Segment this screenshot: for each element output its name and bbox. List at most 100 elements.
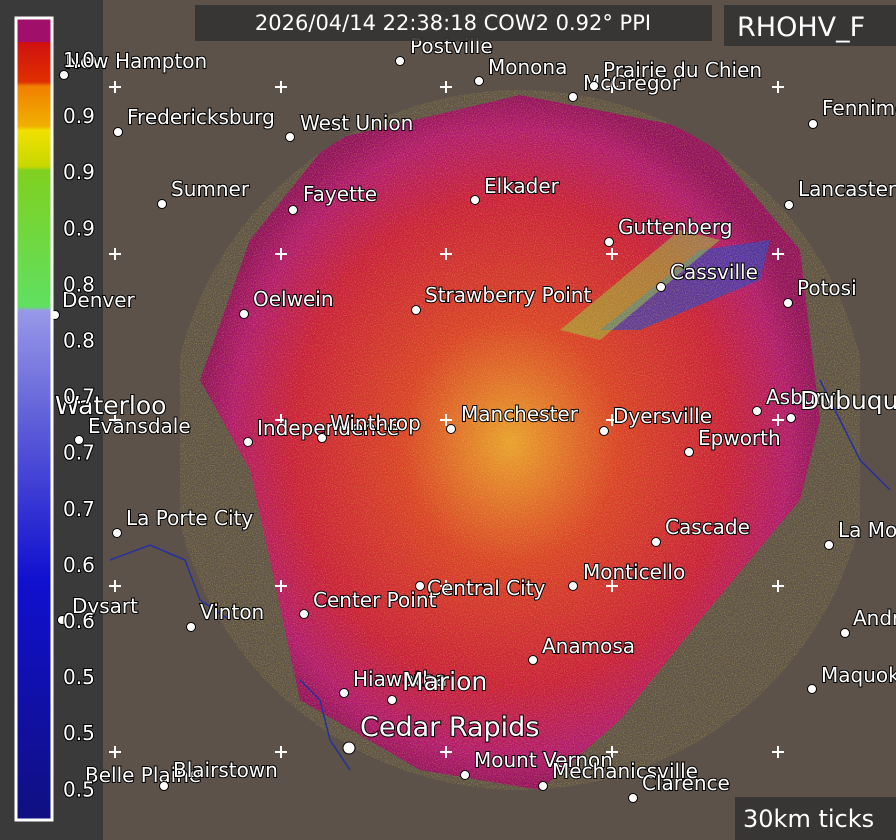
city-label: Fennimore [822, 96, 896, 120]
range-tick [606, 746, 618, 758]
colorbar-label: 0.7 [63, 385, 95, 409]
city-dot [74, 435, 84, 445]
city-dot [538, 781, 548, 791]
city-label: Fayette [303, 182, 377, 206]
city-label: Strawberry Point [425, 283, 591, 307]
city-dot [446, 424, 456, 434]
city-dot [784, 200, 794, 210]
city-dot [411, 305, 421, 315]
city-dot [808, 119, 818, 129]
city-label: Manchester [461, 402, 579, 426]
city-label: Dubuque [800, 386, 896, 415]
colorbar-label: 1.0 [63, 48, 95, 72]
colorbar-label: 0.5 [63, 721, 95, 745]
city-dot [470, 195, 480, 205]
city-label: Cascade [665, 515, 750, 539]
range-tick [440, 248, 452, 260]
range-tick [772, 580, 784, 592]
colorbar-label: 0.9 [63, 160, 95, 184]
rivers [109, 379, 891, 771]
range-tick [275, 746, 287, 758]
header-box [195, 5, 712, 41]
river [109, 544, 231, 621]
city-label: Anamosa [542, 634, 635, 658]
city-label: Monona [488, 55, 567, 79]
river [819, 379, 891, 491]
city-label: West Union [300, 111, 413, 135]
range-tick [772, 81, 784, 93]
city-label: La Porte City [126, 506, 253, 530]
city-label: Sumner [171, 177, 250, 201]
city-dot [589, 81, 599, 91]
city-label: Marion [402, 667, 487, 696]
scale-note: 30km ticks [743, 805, 874, 833]
product-label: RHOHV_F [737, 12, 865, 43]
city-dot [157, 199, 167, 209]
colorbar-labels: 1.0 0.9 0.9 0.9 0.8 0.8 0.7 0.7 0.7 0.6 0.6 0.5 0.5 0… [62, 47, 96, 802]
colorbar-label: 0.8 [63, 272, 95, 296]
city-label: Vinton [200, 600, 264, 624]
city-label: Cedar Rapids [360, 712, 539, 743]
colorbar-label: 0.7 [63, 441, 95, 465]
city-label: Evansdale [88, 414, 191, 438]
city-label: Independence [257, 416, 399, 440]
range-tick [772, 746, 784, 758]
city-label: Hiawatha [353, 667, 447, 691]
city-label: Potosi [797, 276, 857, 300]
cities: New HamptonPostvilleMononaMcGregorPrairi… [50, 33, 896, 803]
range-ticks [109, 81, 784, 758]
range-tick [275, 580, 287, 592]
city-dot [339, 688, 349, 698]
city-label: Oelwein [253, 287, 334, 311]
city-label: Asbury [766, 385, 836, 409]
city-dot [807, 684, 817, 694]
city-dot [783, 298, 793, 308]
city-label: New Hampton [65, 49, 207, 73]
city-label: Epworth [698, 426, 781, 450]
city-label: Waterloo [55, 391, 166, 420]
city-dot [243, 437, 253, 447]
range-tick [109, 248, 121, 260]
city-label: McGregor [583, 71, 681, 95]
city-dot [415, 581, 425, 591]
city-dot [786, 413, 796, 423]
city-dot [299, 609, 309, 619]
colorbar-label: 0.9 [63, 104, 95, 128]
city-dot [840, 628, 850, 638]
city-dot [599, 426, 609, 436]
city-dot [474, 76, 484, 86]
city-label: Elkader [484, 174, 560, 198]
city-dot [387, 695, 397, 705]
range-tick [109, 81, 121, 93]
city-dot [824, 540, 834, 550]
city-label: Monticello [583, 560, 685, 584]
city-label: Central City [427, 576, 546, 600]
city-dot [317, 433, 327, 443]
city-dot [57, 615, 67, 625]
colorbar-label: 0.6 [63, 609, 95, 633]
city-dot [239, 309, 249, 319]
range-tick [440, 746, 452, 758]
range-tick [772, 248, 784, 260]
city-label: Center Point [313, 588, 436, 612]
product-box [724, 5, 896, 46]
city-dot [604, 237, 614, 247]
city-dot [113, 127, 123, 137]
city-dot [568, 92, 578, 102]
city-dot [59, 70, 69, 80]
range-tick [440, 414, 452, 426]
colorbar-label: 0.6 [63, 553, 95, 577]
city-dot [628, 793, 638, 803]
range-tick [275, 414, 287, 426]
city-label: Blairstown [173, 758, 278, 782]
colorbar-label: 0.7 [63, 497, 95, 521]
city-label: Denver [62, 288, 136, 312]
range-tick [440, 81, 452, 93]
city-dot [651, 537, 661, 547]
city-label: Belle Plaine [85, 763, 201, 787]
colorbar-label: 0.5 [63, 777, 95, 801]
range-tick [606, 81, 618, 93]
scale-box [735, 797, 896, 840]
city-label: Mechanicsville [552, 759, 698, 783]
